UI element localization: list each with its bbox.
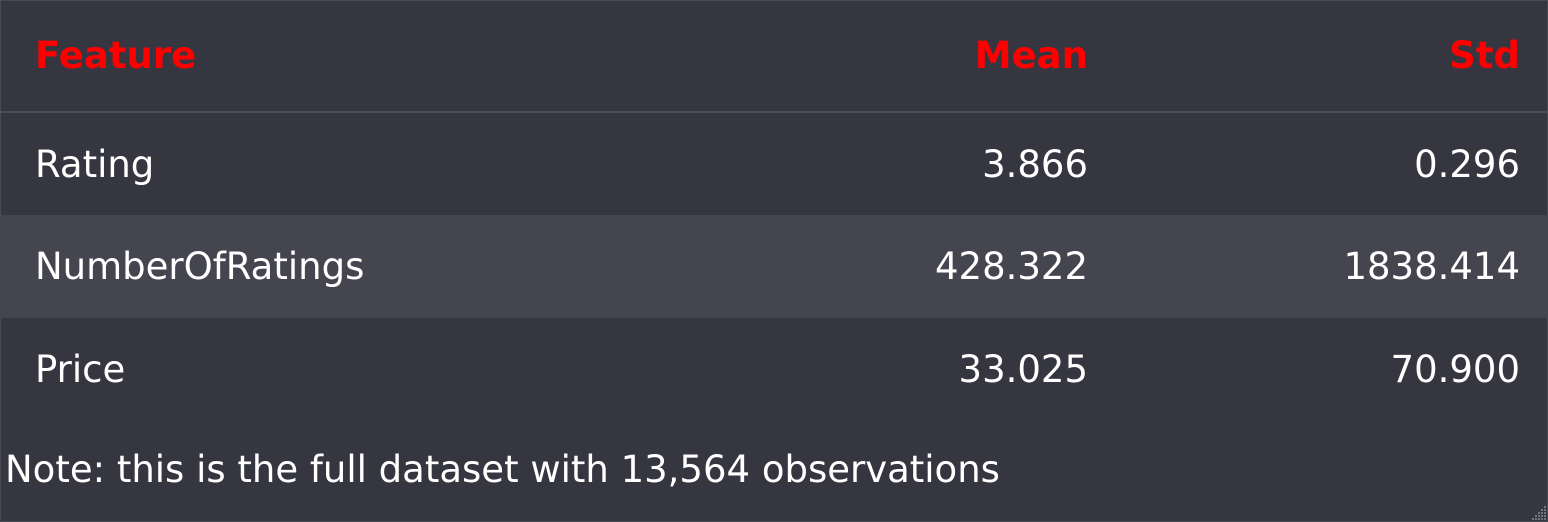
column-header-std: Std (1088, 0, 1548, 113)
table-row: NumberOfRatings 428.322 1838.414 (0, 215, 1548, 318)
feature-cell: NumberOfRatings (35, 245, 365, 288)
std-cell: 0.296 (1414, 142, 1520, 186)
feature-cell: Price (35, 348, 126, 391)
table-header-row: Feature Mean Std (0, 0, 1548, 113)
table-note: Note: this is the full dataset with 13,5… (5, 448, 1000, 491)
std-cell: 1838.414 (1343, 245, 1520, 288)
std-cell: 70.900 (1390, 348, 1520, 391)
feature-cell: Rating (35, 142, 155, 186)
mean-cell: 428.322 (934, 245, 1088, 288)
table-row: Price 33.025 70.900 (0, 318, 1548, 421)
table-row: Rating 3.866 0.296 (0, 112, 1548, 215)
column-header-mean: Mean (400, 0, 1088, 113)
column-header-feature: Feature (0, 0, 400, 113)
mean-cell: 3.866 (982, 142, 1088, 186)
mean-cell: 33.025 (958, 348, 1088, 391)
summary-statistics-table: Feature Mean Std Rating 3.866 0.296 Numb… (0, 0, 1548, 421)
resize-grip-icon[interactable] (1530, 504, 1548, 522)
